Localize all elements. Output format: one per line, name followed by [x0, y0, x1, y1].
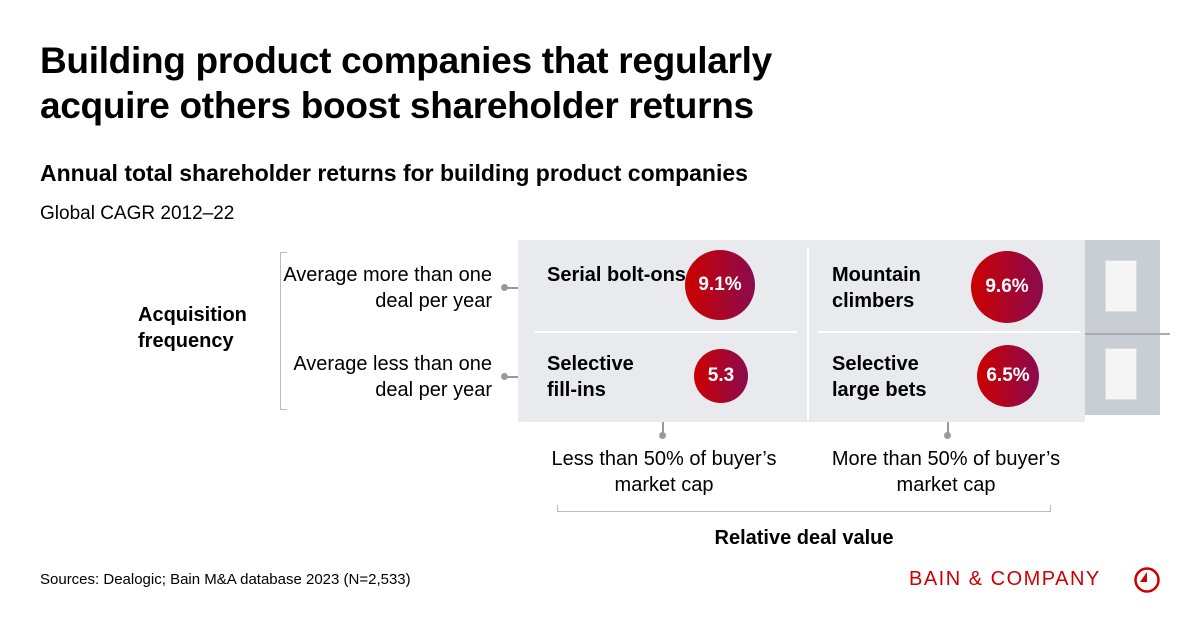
- col-label: Less than 50% of buyer’s market cap: [551, 448, 777, 496]
- row-label: Average more than one deal per year: [283, 264, 492, 312]
- grid-divider: [535, 331, 797, 333]
- metric-label: Global CAGR 2012–22: [40, 203, 235, 224]
- y-bracket: [280, 252, 287, 410]
- window: [1105, 260, 1137, 312]
- connector: [504, 287, 518, 289]
- page-title: Building product companies that regularl…: [40, 40, 772, 126]
- connector-dot: [501, 284, 508, 291]
- x-bracket: [557, 505, 1051, 512]
- cell-label: Serial bolt-ons: [547, 264, 686, 286]
- y-axis-label: Acquisition frequency: [138, 304, 247, 352]
- window: [1105, 348, 1137, 400]
- row-label: Average less than one deal per year: [293, 353, 492, 401]
- bain-logo-icon: [1134, 567, 1160, 593]
- ledge: [1085, 333, 1170, 335]
- cell-label: Mountain climbers: [832, 264, 921, 312]
- col-label: More than 50% of buyer’s market cap: [831, 448, 1061, 496]
- connector: [504, 376, 518, 378]
- connector: [662, 422, 664, 434]
- value-bubble: 9.1%: [685, 250, 755, 320]
- brand-logo: BAIN & COMPANY: [909, 568, 1101, 590]
- source-note: Sources: Dealogic; Bain M&A database 202…: [40, 571, 411, 588]
- connector-dot: [501, 373, 508, 380]
- value-bubble: 6.5%: [977, 345, 1039, 407]
- x-axis-label: Relative deal value: [714, 527, 894, 549]
- grid-divider-vertical: [807, 248, 809, 420]
- connector-dot: [944, 432, 951, 439]
- grid-divider: [818, 331, 1080, 333]
- connector-dot: [659, 432, 666, 439]
- cell-label: Selective fill-ins: [547, 353, 634, 401]
- chart-subtitle: Annual total shareholder returns for bui…: [40, 160, 748, 186]
- value-bubble: 5.3: [694, 349, 748, 403]
- building-illustration: [1085, 240, 1170, 415]
- cell-label: Selective large bets: [832, 353, 927, 401]
- connector: [947, 422, 949, 434]
- value-bubble: 9.6%: [971, 251, 1043, 323]
